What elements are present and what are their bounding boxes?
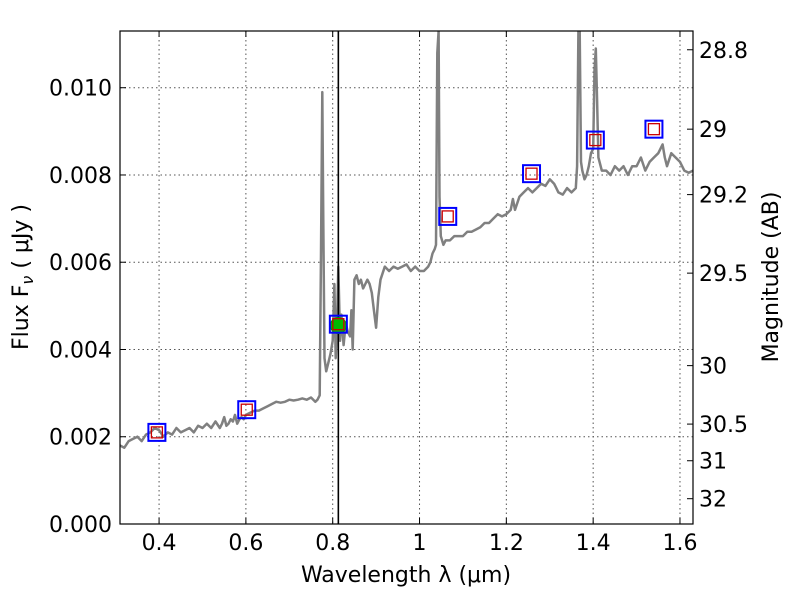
right-tick-label: 29.2: [699, 184, 748, 209]
x-tick-label: 0.6: [228, 531, 263, 556]
x-axis-ticks: 0.4 0.6 0.8 1 1.2 1.4 1.6: [142, 31, 697, 556]
photometry-marker-outer: [644, 119, 664, 139]
x-tick-label: 1.4: [576, 531, 611, 556]
right-tick-label: 29.5: [699, 262, 748, 287]
right-tick-label: 30: [699, 355, 727, 380]
right-tick-label: 31: [699, 450, 727, 475]
photometry-marker-outer: [522, 164, 542, 184]
x-tick-label: 1: [413, 531, 427, 556]
y-axis-label-sub: ν: [18, 276, 37, 285]
right-tick-label: 32: [699, 488, 727, 513]
right-axis-label: Magnitude (AB): [759, 192, 784, 363]
photometry-marker-outer: [438, 206, 458, 226]
x-axis-label: Wavelength λ (μm): [301, 563, 511, 588]
photometry-marker-inner: [240, 403, 253, 416]
photometry-marker-outer: [585, 130, 605, 150]
photometry-marker-inner: [525, 167, 538, 180]
photometry-marker-inner: [150, 426, 164, 439]
y-tick-label: 0.010: [49, 77, 112, 102]
photometry-marker-inner: [647, 123, 661, 136]
x-tick-label: 0.8: [315, 531, 350, 556]
photometry-markers: [147, 119, 664, 442]
y-tick-label: 0.004: [49, 338, 112, 363]
y-tick-label: 0.000: [49, 513, 112, 538]
grid: [120, 31, 693, 524]
x-tick-label: 1.6: [662, 531, 697, 556]
photometry-marker-outer: [328, 314, 348, 334]
y-axis-label-unit: ( μJy ): [9, 204, 34, 276]
x-tick-label: 1.2: [489, 531, 524, 556]
y-axis-label-main: Flux F: [9, 285, 34, 350]
photometry-marker-outer: [147, 422, 167, 442]
x-tick-label: 0.4: [142, 531, 177, 556]
y-axis-ticks: 0.000 0.002 0.004 0.006 0.008 0.010: [49, 77, 126, 538]
photometry-marker-inner: [589, 133, 602, 147]
right-axis-ticks: 28.8 29 29.2 29.5 30 30.5 31 32: [687, 39, 748, 513]
photometry-marker-outer: [237, 400, 257, 420]
right-tick-label: 28.8: [699, 39, 748, 64]
spectrum-line: [120, 31, 693, 449]
plot-frame: [119, 30, 694, 525]
spectrum-series: [120, 31, 693, 449]
photometry-marker-inner: [332, 318, 345, 331]
y-tick-label: 0.002: [49, 426, 112, 451]
y-tick-label: 0.006: [49, 251, 112, 276]
right-tick-label: 29: [699, 118, 727, 143]
y-axis-label: Flux Fν ( μJy ): [9, 204, 37, 350]
right-tick-label: 30.5: [699, 413, 748, 438]
y-tick-label: 0.008: [49, 164, 112, 189]
photometry-marker-inner: [441, 210, 454, 223]
